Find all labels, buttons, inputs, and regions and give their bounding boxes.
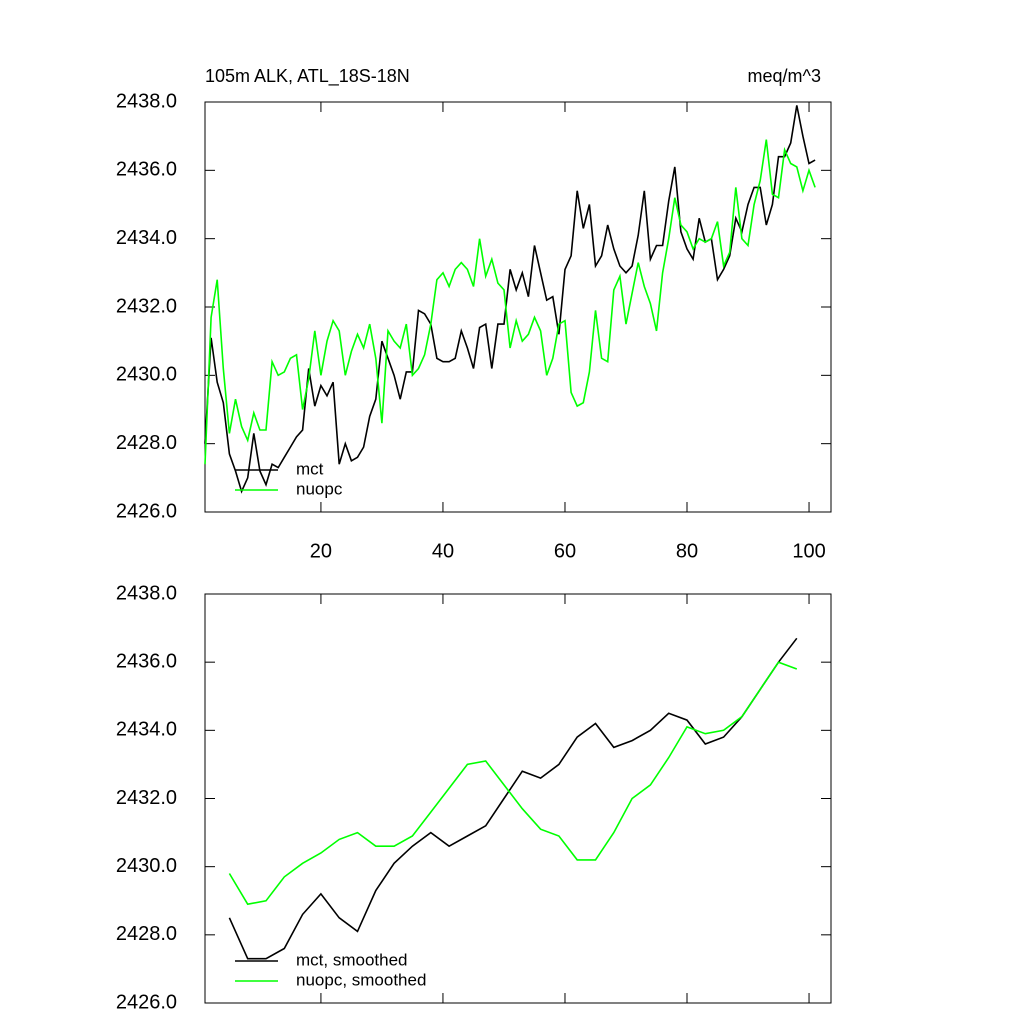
legend-label: mct xyxy=(296,459,324,478)
y-tick-label: 2428.0 xyxy=(116,432,177,454)
series-line xyxy=(204,105,816,494)
x-tick-label: 80 xyxy=(676,540,698,562)
y-tick-label: 2438.0 xyxy=(116,582,177,604)
x-tick-label: 100 xyxy=(792,540,825,562)
y-tick-label: 2434.0 xyxy=(116,719,177,741)
y-tick-label: 2426.0 xyxy=(116,991,177,1013)
y-tick-label: 2426.0 xyxy=(116,500,177,522)
y-tick-label: 2430.0 xyxy=(116,364,177,386)
y-tick-label: 2432.0 xyxy=(116,295,177,317)
series-line xyxy=(204,139,816,465)
y-tick-label: 2432.0 xyxy=(116,787,177,809)
y-tick-label: 2436.0 xyxy=(116,650,177,672)
plot-frame xyxy=(204,101,832,513)
left-title: 105m ALK, ATL_18S-18N xyxy=(205,66,410,87)
y-tick-label: 2434.0 xyxy=(116,227,177,249)
series-line xyxy=(228,661,798,906)
plot-frame xyxy=(204,593,832,1004)
legend-label: nuopc xyxy=(296,479,343,498)
y-tick-label: 2438.0 xyxy=(116,90,177,112)
y-tick-label: 2430.0 xyxy=(116,855,177,877)
y-tick-label: 2436.0 xyxy=(116,159,177,181)
x-tick-label: 60 xyxy=(554,540,576,562)
legend-label: mct, smoothed xyxy=(296,950,408,969)
right-title: meq/m^3 xyxy=(748,66,821,86)
series-line xyxy=(228,637,798,960)
x-tick-label: 40 xyxy=(432,540,454,562)
legend-label: nuopc, smoothed xyxy=(296,970,426,989)
x-tick-label: 20 xyxy=(310,540,332,562)
y-tick-label: 2428.0 xyxy=(116,923,177,945)
